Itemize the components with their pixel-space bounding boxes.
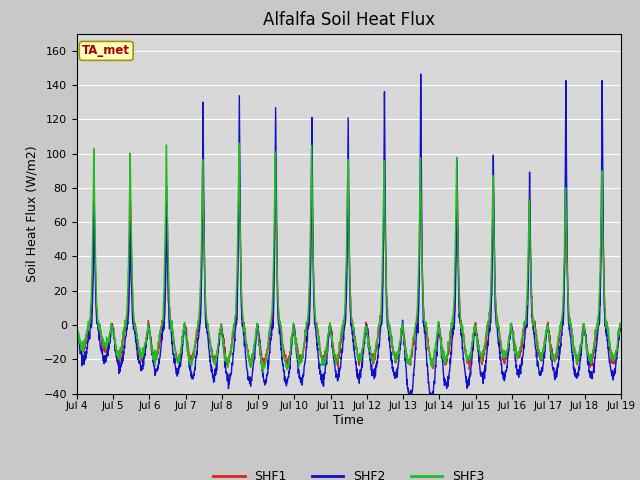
SHF2 [376, 330, 384, 336]
SHF1 [508, 324, 515, 330]
SHF3 [508, 322, 515, 327]
SHF1 [376, 321, 384, 326]
SHF3 [584, 353, 592, 359]
SHF3 [73, 329, 81, 335]
SHF2 [570, 352, 577, 358]
SHF2 [73, 324, 81, 329]
SHF3 [365, 344, 372, 349]
Y-axis label: Soil Heat Flux (W/m2): Soil Heat Flux (W/m2) [25, 145, 38, 282]
SHF2 [417, 71, 424, 77]
SHF1 [225, 359, 232, 364]
SHF1 [236, 166, 243, 171]
SHF3 [570, 344, 577, 349]
SHF1 [365, 334, 372, 340]
SHF2 [225, 386, 232, 392]
Line: SHF3: SHF3 [77, 143, 621, 372]
Line: SHF1: SHF1 [77, 168, 621, 370]
SHF2 [584, 359, 592, 364]
SHF3 [377, 311, 385, 316]
SHF3 [617, 323, 625, 329]
Text: TA_met: TA_met [82, 44, 131, 58]
SHF3 [225, 359, 232, 365]
SHF1 [73, 322, 81, 327]
SHF1 [584, 350, 592, 356]
Title: Alfalfa Soil Heat Flux: Alfalfa Soil Heat Flux [263, 11, 435, 29]
SHF2 [406, 400, 413, 406]
Legend: SHF1, SHF2, SHF3: SHF1, SHF2, SHF3 [209, 465, 489, 480]
SHF1 [617, 325, 625, 331]
SHF2 [617, 326, 625, 332]
SHF1 [465, 367, 473, 372]
SHF3 [236, 140, 243, 146]
SHF3 [259, 369, 267, 375]
X-axis label: Time: Time [333, 414, 364, 427]
SHF2 [365, 344, 372, 350]
SHF1 [570, 338, 577, 344]
Line: SHF2: SHF2 [77, 74, 621, 403]
SHF2 [508, 324, 515, 330]
